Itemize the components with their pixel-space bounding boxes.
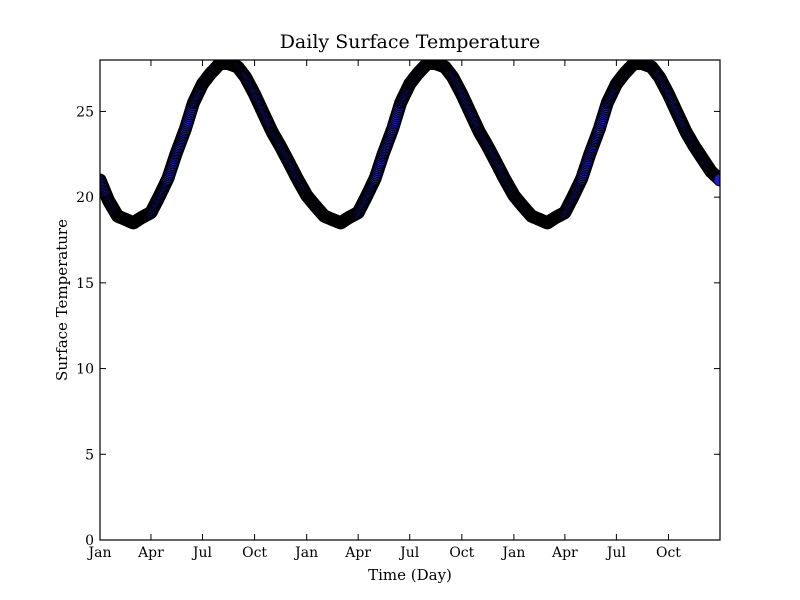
x-tick-label: Apr [551, 545, 578, 561]
x-tick-label: Jan [500, 545, 525, 561]
plot-frame [99, 59, 721, 541]
scatter-series [100, 60, 720, 230]
chart-title: Daily Surface Temperature [280, 31, 541, 53]
y-axis: 0 5 10 15 20 25 [76, 104, 720, 549]
x-tick-label: Jul [605, 545, 627, 561]
x-tick-label: Jan [87, 545, 112, 561]
x-tick-label: Oct [449, 545, 474, 561]
x-tick-label: Oct [242, 545, 267, 561]
x-tick-label: Oct [656, 545, 681, 561]
x-tick-label: Apr [137, 545, 164, 561]
x-axis: Jan Apr Jul Oct Jan Apr Jul Oct Jan Apr Jul Oct [87, 60, 681, 561]
x-tick-label: Jul [398, 545, 420, 561]
data-point [713, 173, 720, 187]
y-tick-label: 5 [85, 447, 94, 463]
x-tick-label: Jan [293, 545, 318, 561]
y-tick-label: 10 [76, 362, 94, 378]
x-tick-label: Jul [191, 545, 213, 561]
y-tick-label: 15 [76, 276, 94, 292]
y-tick-label: 25 [76, 104, 94, 120]
x-tick-label: Apr [344, 545, 371, 561]
y-tick-label: 0 [85, 533, 94, 549]
x-axis-label: Time (Day) [368, 566, 452, 584]
y-axis-label: Surface Temperature [53, 219, 71, 381]
y-tick-label: 20 [76, 190, 94, 206]
